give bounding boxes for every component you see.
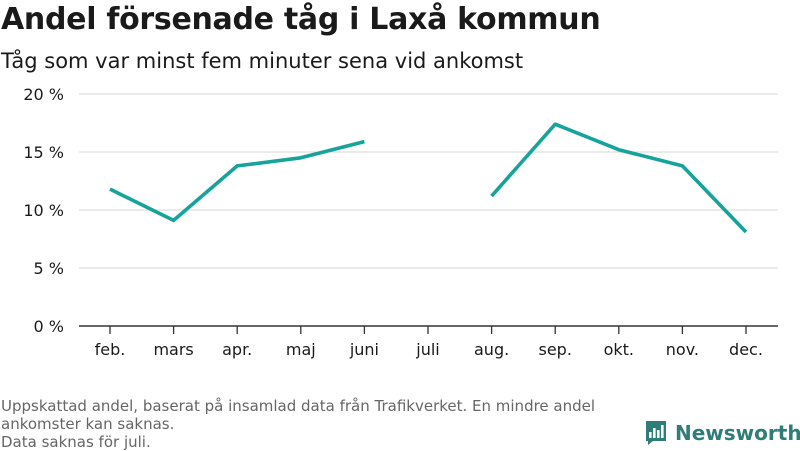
x-tick-label: apr. [222,340,252,359]
x-tick-label: feb. [95,340,126,359]
y-tick-label: 15 % [23,143,64,162]
footnote-line-3: Data saknas för juli. [1,433,151,451]
x-tick-label: sep. [538,340,571,359]
x-tick-label: dec. [729,340,763,359]
y-tick-label: 10 % [23,201,64,220]
y-axis-tick-labels: 0 % 5 % 10 % 15 % 20 % [23,85,64,336]
x-tick-label: juni [349,340,379,359]
x-tick-label: nov. [666,340,699,359]
x-tick-label: juli [415,340,439,359]
grid-lines [79,93,778,269]
x-tick-label: okt. [604,340,634,359]
y-tick-label: 20 % [23,85,64,104]
chart-subtitle: Tåg som var minst fem minuter sena vid a… [1,49,524,73]
bar-chart-logo-icon [646,421,666,445]
x-axis-tick-labels: feb. mars apr. maj juni juli aug. sep. okt. nov. d… [95,340,763,359]
y-tick-label: 0 % [34,317,64,336]
footnote-line-2: ankomster kan saknas. [1,415,175,433]
x-tick-label: aug. [474,340,509,359]
brand-name: Newsworthy [675,421,800,445]
chart-footnote: Uppskattad andel, baserat på insamlad da… [1,397,595,451]
series-line-segment [490,122,748,234]
series-line-segment [109,139,365,223]
newsworthy-brand: Newsworthy [644,420,800,446]
chart-title: Andel försenade tåg i Laxå kommun [1,2,601,37]
series-lines [109,122,748,234]
x-tick-label: mars [153,340,193,359]
footnote-line-1: Uppskattad andel, baserat på insamlad da… [1,397,596,415]
x-axis [79,325,778,334]
y-tick-label: 5 % [34,259,64,278]
x-tick-label: maj [286,340,316,359]
